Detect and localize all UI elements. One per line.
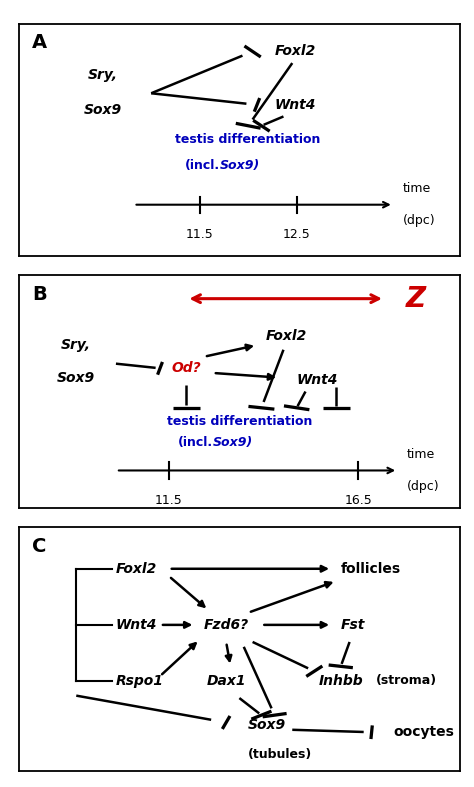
- Text: Rspo1: Rspo1: [116, 674, 164, 688]
- Text: 12.5: 12.5: [283, 228, 310, 241]
- Text: Od?: Od?: [172, 361, 201, 375]
- Text: A: A: [32, 33, 47, 52]
- Text: Sry,: Sry,: [61, 338, 91, 352]
- Text: Z: Z: [406, 285, 426, 312]
- Text: C: C: [32, 537, 46, 556]
- Text: (stroma): (stroma): [376, 674, 437, 688]
- Text: Sox9: Sox9: [57, 371, 95, 385]
- Text: Fzd6?: Fzd6?: [203, 618, 249, 632]
- Text: Foxl2: Foxl2: [274, 45, 316, 58]
- Text: Fst: Fst: [341, 618, 365, 632]
- Text: follicles: follicles: [341, 562, 401, 576]
- Text: Wnt4: Wnt4: [116, 618, 157, 632]
- Text: 16.5: 16.5: [345, 493, 372, 507]
- Text: (tubules): (tubules): [248, 748, 312, 761]
- Text: (incl.: (incl.: [184, 159, 219, 172]
- Text: Wnt4: Wnt4: [274, 98, 316, 112]
- Text: Dax1: Dax1: [206, 674, 246, 688]
- Text: Inhbb: Inhbb: [319, 674, 364, 688]
- Text: 11.5: 11.5: [155, 493, 182, 507]
- Text: Sox9): Sox9): [219, 159, 260, 172]
- Text: Sry,: Sry,: [88, 68, 118, 82]
- Text: Sox9: Sox9: [83, 102, 122, 116]
- Text: (dpc): (dpc): [407, 480, 439, 493]
- Text: Sox9): Sox9): [213, 436, 253, 449]
- Text: testis differentiation: testis differentiation: [167, 416, 312, 428]
- Text: (incl.: (incl.: [178, 436, 213, 449]
- Text: Foxl2: Foxl2: [266, 329, 307, 343]
- Text: (dpc): (dpc): [402, 214, 435, 227]
- Text: time: time: [407, 448, 435, 460]
- Text: Sox9: Sox9: [248, 718, 286, 732]
- Text: 11.5: 11.5: [186, 228, 214, 241]
- Text: time: time: [402, 182, 431, 195]
- Text: Foxl2: Foxl2: [116, 562, 157, 576]
- Text: B: B: [32, 285, 47, 304]
- Text: testis differentiation: testis differentiation: [175, 133, 321, 146]
- Text: oocytes: oocytes: [393, 726, 455, 739]
- Text: Wnt4: Wnt4: [297, 373, 338, 387]
